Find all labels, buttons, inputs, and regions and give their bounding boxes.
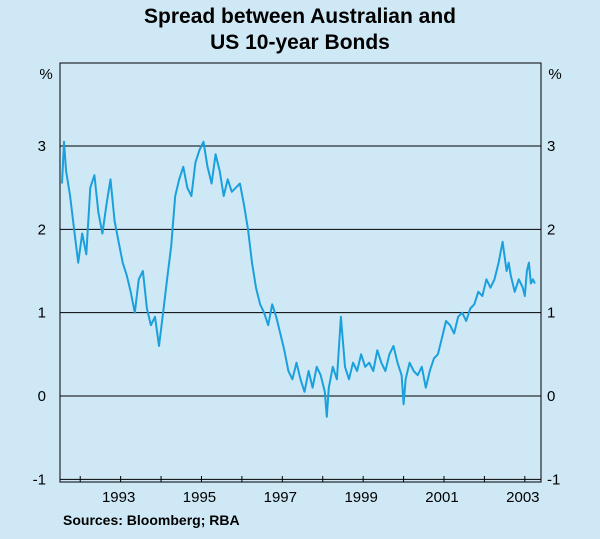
y-tick-label-right: 0 [547,388,555,405]
plot-area [59,62,542,483]
y-tick-label-left: 0 [38,388,46,405]
x-tick-label: 1997 [264,489,297,506]
chart-title-line-2: US 10-year Bonds [210,31,390,54]
y-tick-label-right: 1 [547,305,555,322]
y-tick-label-left: 2 [38,221,46,238]
y-axis-right-labels: 3 2 1 0 -1 [547,138,560,488]
y-tick-label-left: 1 [38,305,46,322]
y-tick-label-left: -1 [33,471,46,488]
y-axis-left-labels: 3 2 1 0 -1 [33,138,46,488]
x-tick-label: 1995 [183,489,216,506]
y-tick-label-left: 3 [38,138,46,155]
x-tick-label: 1999 [344,489,377,506]
chart-title-line-1: Spread between Australian and [144,5,456,28]
x-tick-label: 2001 [425,489,458,506]
x-tick-label: 1993 [102,489,135,506]
source-note: Sources: Bloomberg; RBA [63,512,240,528]
y-tick-label-right: 2 [547,221,555,238]
y-tick-label-right: -1 [547,471,560,488]
chart-title: Spread between Australian and US 10-year… [0,4,600,56]
y-tick-label-right: 3 [547,138,555,155]
x-tick-label: 2003 [506,489,539,506]
x-axis-labels: 1993 1995 1997 1999 2001 2003 [102,489,540,506]
y-axis-right-unit: % [548,66,561,83]
x-axis-ticks [79,476,526,482]
spread-line [61,140,536,418]
y-axis-left-unit: % [39,66,52,83]
